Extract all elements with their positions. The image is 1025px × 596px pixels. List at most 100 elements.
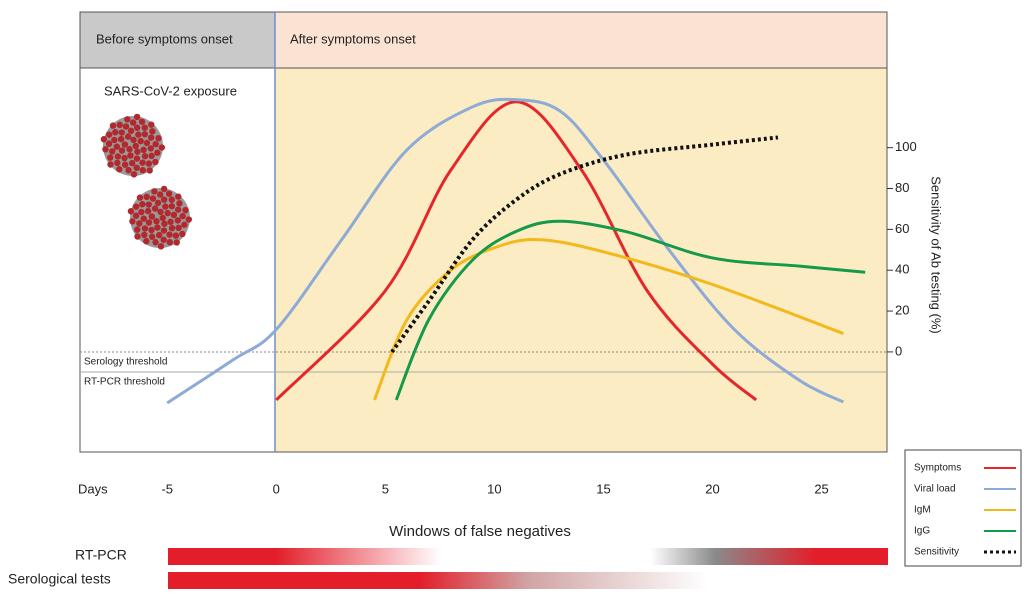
virus-spike [137,137,144,145]
series-line [166,97,845,405]
virus-spike [174,206,182,213]
virus-spike [118,129,125,136]
virus-spike [156,191,164,198]
virus-spike [168,196,175,203]
virus-spike [159,214,166,222]
virus-spike [132,212,140,219]
legend-label: Sensitivity [914,547,959,558]
virus-spike [141,124,148,131]
threshold-label: RT-PCR threshold [84,377,165,388]
virus-spike [145,219,153,226]
virus-spike [133,155,141,162]
virus-spike [160,196,168,203]
virus-spike [114,153,122,160]
virus-spike [145,160,153,167]
virus-spike [152,239,159,246]
x-tick-label: 5 [382,481,389,496]
legend-label: IgM [914,505,931,516]
virus-spike [105,140,113,147]
virus-spike [161,220,168,227]
virus-spike [139,167,147,174]
virus-spike [141,225,149,232]
virus-spike [135,131,142,138]
virus-spike [122,123,130,130]
virus-spike [154,199,162,207]
virus-spike [132,203,140,210]
virus-spike [143,193,150,201]
virus-spike [148,152,155,160]
virus-spike [143,238,150,245]
virus-spike [153,218,160,225]
virus-spike [132,142,139,150]
virus-spike [166,231,173,238]
virus-spike [109,148,116,155]
virus-spike [147,134,155,141]
serology-window-bar [168,572,888,589]
virus-spike [130,171,138,178]
panel-after [274,11,888,69]
test-label: Serological tests [8,571,111,587]
virus-spike [124,133,132,140]
virus-spike [141,231,148,239]
legend-label: IgG [914,526,930,537]
virus-spike [124,116,131,123]
series-line [373,238,844,401]
virus-spike [121,141,129,148]
virus-spike [185,216,193,223]
virus-spike [133,124,141,131]
virus-spike [114,159,121,167]
virus-spike [129,119,137,126]
virus-spike [152,158,159,166]
x-tick-label: 15 [596,481,610,496]
virus-spike [162,203,169,210]
virus-spike [107,161,114,168]
virus-spike [152,140,159,148]
virus-spike [134,226,141,233]
virus-spike [154,149,161,156]
virus-spike [168,224,176,232]
virus-spike [154,224,161,231]
virus-spike [148,213,156,220]
virus-spike [172,232,180,239]
virus-spike [141,131,149,138]
virus-spike [181,221,188,228]
virus-spike [155,231,163,239]
virus-spike [138,118,146,125]
virus-spike [144,207,152,215]
area-before [79,67,276,453]
virus-spike [160,236,167,243]
legend-label: Symptoms [914,463,961,474]
x-tick-label: 10 [487,481,501,496]
virus-spike [151,205,159,212]
virus-spike [118,147,126,154]
virus-spike [100,136,108,143]
virus-spike [174,217,181,224]
virus-spike [170,211,178,219]
virus-spike [127,127,135,135]
series-line [394,219,866,401]
virus-spike [157,208,164,216]
virus-spike [166,239,174,246]
x-tick-label: -5 [161,481,173,496]
virus-spike [109,122,117,129]
virus-spike [139,201,146,208]
rt-pcr-window-bar [168,548,888,565]
exposure-label: SARS-CoV-2 exposure [104,83,237,98]
x-tick-label: 0 [273,481,280,496]
panel-before [79,11,276,69]
virus-spike [158,144,166,151]
y-tick-label: 20 [895,303,909,318]
virus-spike [139,159,146,166]
virus-spike [147,145,154,152]
virus-spike [182,206,189,214]
virus-spike [146,167,153,174]
legend-label: Viral load [914,484,956,495]
test-label: RT-PCR [75,547,127,563]
y-tick-label: 40 [895,262,909,277]
virus-spike [157,243,165,250]
virus-spike [165,190,173,197]
virus-spike [134,233,141,240]
virus-spike [140,146,147,154]
windows-title: Windows of false negatives [389,523,571,540]
virus-spike [176,200,183,207]
